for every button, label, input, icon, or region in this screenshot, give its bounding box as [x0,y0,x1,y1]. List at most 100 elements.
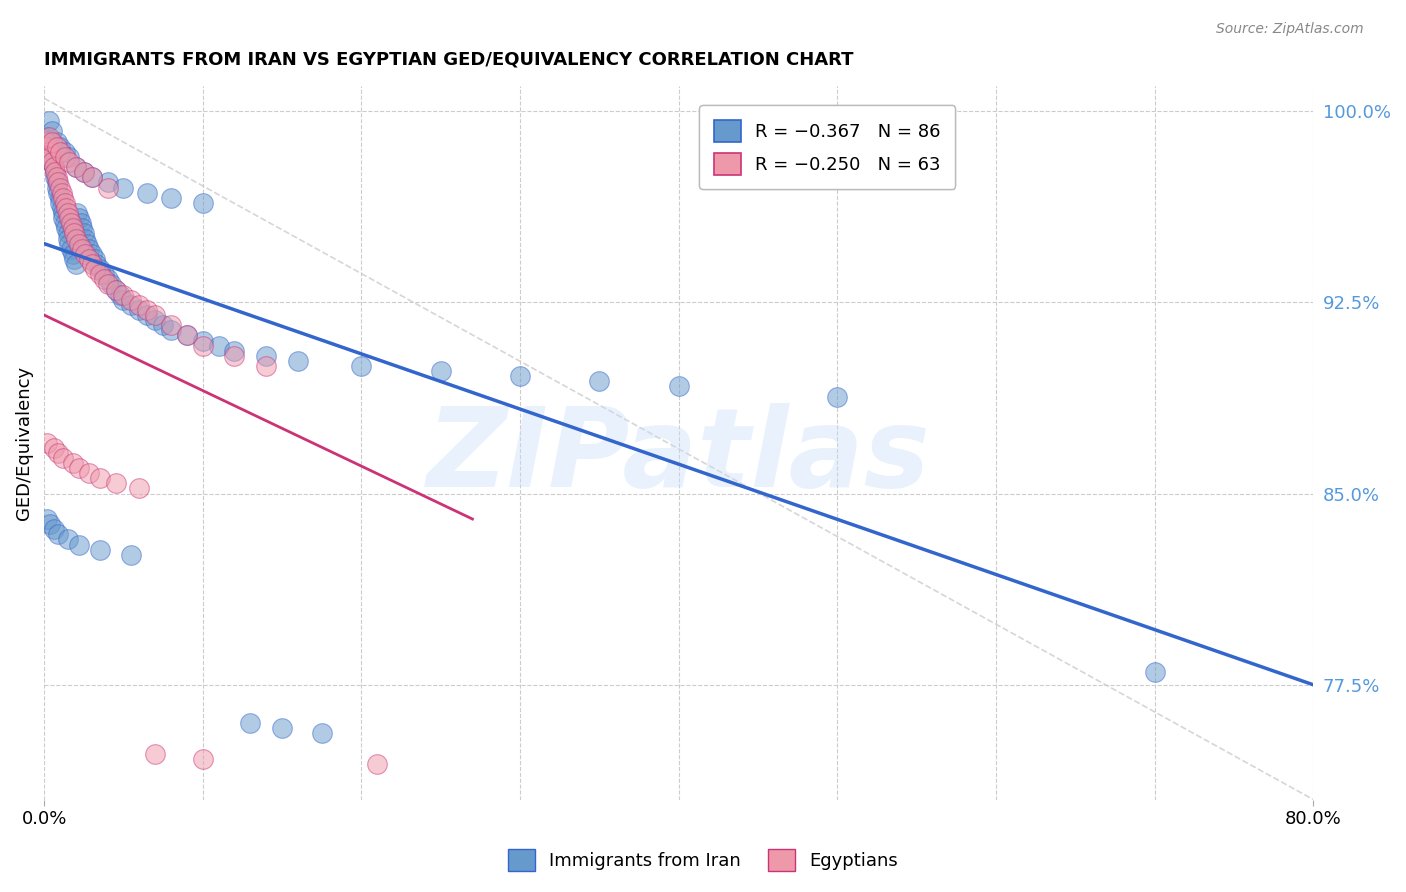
Point [69,216,91,230]
Point [44,165,66,179]
Point [60,242,83,256]
Point [45,139,67,153]
Point [63,227,86,241]
Point [48,527,70,541]
Point [143,747,166,761]
Point [52,191,75,205]
Point [509,369,531,384]
Point [128,482,150,496]
Point [311,726,333,740]
Point [80,170,103,185]
Point [41,155,63,169]
Point [58,155,80,169]
Point [49,145,72,159]
Point [35,135,58,149]
Point [86,257,108,271]
Point [70,221,93,235]
Point [176,328,198,343]
Point [38,142,60,156]
Point [176,328,198,343]
Point [45,176,67,190]
Point [73,165,96,179]
Point [89,262,111,277]
Point [112,180,135,194]
Point [191,195,214,210]
Point [224,349,246,363]
Point [53,195,76,210]
Point [73,165,96,179]
Point [254,359,277,373]
Point [160,318,183,333]
Point [100,277,122,292]
Point [49,195,72,210]
Point [89,267,111,281]
Legend: R = −0.367   N = 86, R = −0.250   N = 63: R = −0.367 N = 86, R = −0.250 N = 63 [699,105,955,189]
Point [136,186,159,200]
Point [75,231,97,245]
Point [56,231,79,245]
Point [49,191,72,205]
Point [58,211,80,226]
Point [65,257,87,271]
Point [191,752,214,766]
Point [104,283,127,297]
Point [53,145,76,159]
Point [93,267,115,281]
Point [67,461,90,475]
Point [588,374,610,388]
Point [42,522,65,536]
Point [77,252,100,266]
Point [44,170,66,185]
Point [97,272,120,286]
Point [65,231,87,245]
Point [160,191,183,205]
Point [152,318,174,333]
Point [128,298,150,312]
Point [143,308,166,322]
Point [37,129,59,144]
Point [62,247,84,261]
Point [112,293,135,307]
Point [80,170,103,185]
Point [97,176,120,190]
Point [73,227,96,241]
Legend: Immigrants from Iran, Egyptians: Immigrants from Iran, Egyptians [501,842,905,879]
Point [52,206,75,220]
Point [89,542,111,557]
Point [93,272,115,286]
Point [136,308,159,322]
Text: ZIPatlas: ZIPatlas [427,403,931,510]
Point [55,221,77,235]
Point [77,242,100,256]
Point [42,160,65,174]
Point [239,716,262,731]
Point [104,283,127,297]
Point [45,135,67,149]
Point [58,150,80,164]
Point [350,359,373,373]
Point [39,150,62,164]
Point [668,379,690,393]
Point [39,150,62,164]
Point [366,756,388,771]
Point [45,180,67,194]
Point [1143,665,1166,679]
Point [76,236,98,251]
Point [42,160,65,174]
Point [120,548,142,562]
Point [45,170,67,185]
Point [83,252,105,266]
Point [97,277,120,292]
Point [83,262,105,277]
Point [56,533,79,547]
Point [42,441,65,455]
Point [37,512,59,526]
Point [65,160,87,174]
Point [191,334,214,348]
Point [429,364,451,378]
Point [128,302,150,317]
Point [38,145,60,159]
Point [38,129,60,144]
Point [53,150,76,164]
Point [52,211,75,226]
